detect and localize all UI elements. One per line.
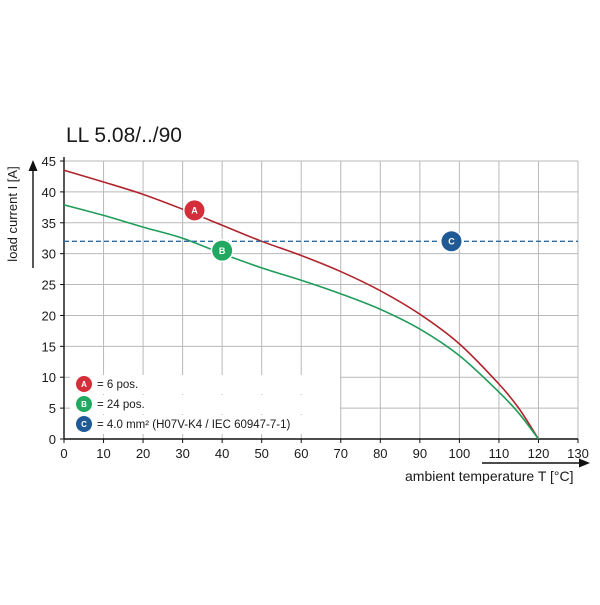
y-tick-label: 40: [42, 185, 56, 200]
y-axis-label: load current I [A]: [5, 166, 20, 261]
legend-item-bg: [70, 395, 340, 414]
badge-circle: [76, 376, 92, 392]
legend-item-bg: [70, 375, 340, 394]
y-tick-label: 35: [42, 216, 56, 231]
x-tick-label: 100: [449, 446, 471, 461]
legend-item-a: A = 6 pos.: [70, 374, 340, 394]
series-marker-b: B: [210, 239, 234, 263]
badge-letter: C: [448, 237, 455, 247]
y-tick-label: 45: [42, 154, 56, 169]
x-tick-label: 40: [215, 446, 229, 461]
y-arrow-head: [28, 160, 38, 171]
series-marker-a: A: [182, 198, 206, 222]
x-tick-label: 130: [567, 446, 589, 461]
x-tick-label: 70: [334, 446, 348, 461]
x-tick-label: 50: [254, 446, 268, 461]
x-arrow-head: [579, 458, 590, 468]
series-marker-c: C: [439, 229, 463, 253]
legend-text: = 4.0 mm² (H07V-K4 / IEC 60947-7-1): [97, 419, 291, 431]
x-tick-label: 10: [96, 446, 110, 461]
badge-letter: B: [219, 246, 226, 256]
x-tick-label: 30: [175, 446, 189, 461]
x-tick-label: 120: [528, 446, 550, 461]
legend-item-c: C = 4.0 mm² (H07V-K4 / IEC 60947-7-1): [70, 414, 340, 434]
x-axis-label: ambient temperature T [°C]: [405, 468, 574, 484]
y-tick-label: 15: [42, 339, 56, 354]
legend-text: = 24 pos.: [97, 399, 145, 411]
y-tick-label: 30: [42, 247, 56, 262]
legend: A = 6 pos. B = 24 pos. C = 4.0 mm² (H07V-K4 /…: [70, 374, 340, 434]
y-tick-label: 25: [42, 278, 56, 293]
badge-circle: [212, 240, 233, 261]
x-tick-label: 90: [413, 446, 427, 461]
badge-letter: C: [81, 420, 87, 429]
legend-badge-c: C: [74, 414, 94, 434]
chart-title: LL 5.08/../90: [66, 124, 182, 147]
badge-circle: [441, 231, 462, 252]
series-lines: [63, 169, 578, 440]
legend-item-b: B = 24 pos.: [70, 394, 340, 414]
x-tick-label: 110: [489, 446, 510, 461]
legend-badge-b: B: [74, 394, 94, 414]
badge-circle: [184, 200, 205, 221]
y-tick-label: 10: [42, 370, 56, 385]
axes: [28, 157, 590, 468]
legend-text: = 6 pos.: [97, 379, 138, 391]
y-tick-label: 20: [42, 308, 56, 323]
y-tick-label: 0: [49, 432, 56, 447]
badge-circle: [76, 396, 92, 412]
badge-letter: A: [191, 206, 198, 216]
legend-item-bg: [70, 415, 340, 434]
x-tick-label: 20: [136, 446, 150, 461]
x-tick-label: 80: [373, 446, 387, 461]
badge-letter: B: [81, 400, 87, 409]
badge-circle: [76, 416, 92, 432]
series-markers: A B C: [182, 198, 463, 263]
series-line-b: [63, 204, 540, 440]
series-line-a: [63, 169, 540, 440]
badge-letter: A: [81, 380, 87, 389]
legend-badge-a: A: [74, 374, 94, 394]
x-tick-label: 0: [60, 446, 67, 461]
tick-labels: 0 10 20 30 40 50 60 70 80 90 100 110 120 130 0 5 10 15 20 2…: [42, 154, 589, 461]
x-tick-label: 60: [294, 446, 308, 461]
y-tick-label: 5: [49, 401, 56, 416]
